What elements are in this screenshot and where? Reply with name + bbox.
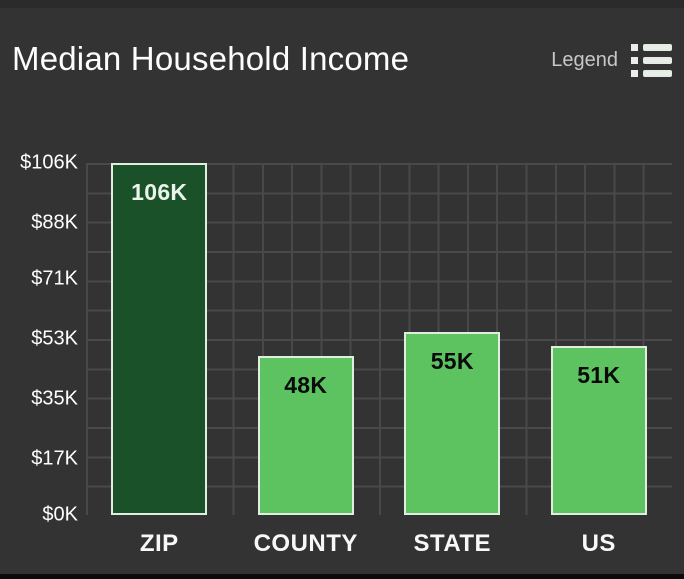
bar-slot-zip: 106K: [86, 163, 233, 515]
y-axis-tick: $53K: [31, 327, 78, 350]
y-axis-tick: $106K: [20, 151, 78, 174]
x-axis: ZIP COUNTY STATE US: [86, 524, 672, 564]
page-title: Median Household Income: [12, 40, 410, 77]
bottom-edge-strip: [0, 574, 684, 579]
bar-value-label: 48K: [284, 371, 328, 398]
bar-state[interactable]: 55K: [404, 332, 501, 515]
y-axis: $106K $88K $71K $53K $35K $17K $0K: [0, 152, 80, 526]
legend-list-icon: [631, 44, 672, 77]
bar-slot-state: 55K: [379, 163, 526, 515]
x-axis-label-zip: ZIP: [139, 530, 179, 557]
bar-value-label: 106K: [131, 179, 188, 205]
x-axis-label-us: US: [581, 530, 616, 557]
bar-us[interactable]: 51K: [550, 345, 647, 515]
plot-area: 106K 48K 55K 51K: [86, 163, 672, 515]
y-axis-tick: $71K: [31, 267, 78, 290]
legend-button[interactable]: Legend: [549, 42, 674, 79]
legend-icon-row: [631, 70, 672, 77]
bar-value-label: 51K: [577, 361, 621, 388]
bar-slot-county: 48K: [233, 163, 380, 515]
legend-icon-row: [631, 44, 672, 51]
y-axis-tick: $35K: [31, 387, 78, 410]
x-axis-label-state: STATE: [413, 530, 492, 557]
bar-value-label: 55K: [430, 348, 474, 375]
y-axis-tick: $17K: [31, 447, 78, 470]
y-axis-tick: $0K: [42, 503, 78, 526]
x-axis-label-county: COUNTY: [253, 530, 358, 557]
bars-container: 106K 48K 55K 51K: [86, 163, 672, 515]
bar-zip[interactable]: 106K: [111, 163, 208, 515]
top-edge-strip: [0, 0, 684, 8]
legend-label: Legend: [551, 49, 618, 71]
bar-county[interactable]: 48K: [257, 355, 354, 515]
bar-slot-us: 51K: [526, 163, 673, 515]
y-axis-tick: $88K: [31, 211, 78, 234]
legend-icon-row: [631, 57, 672, 64]
